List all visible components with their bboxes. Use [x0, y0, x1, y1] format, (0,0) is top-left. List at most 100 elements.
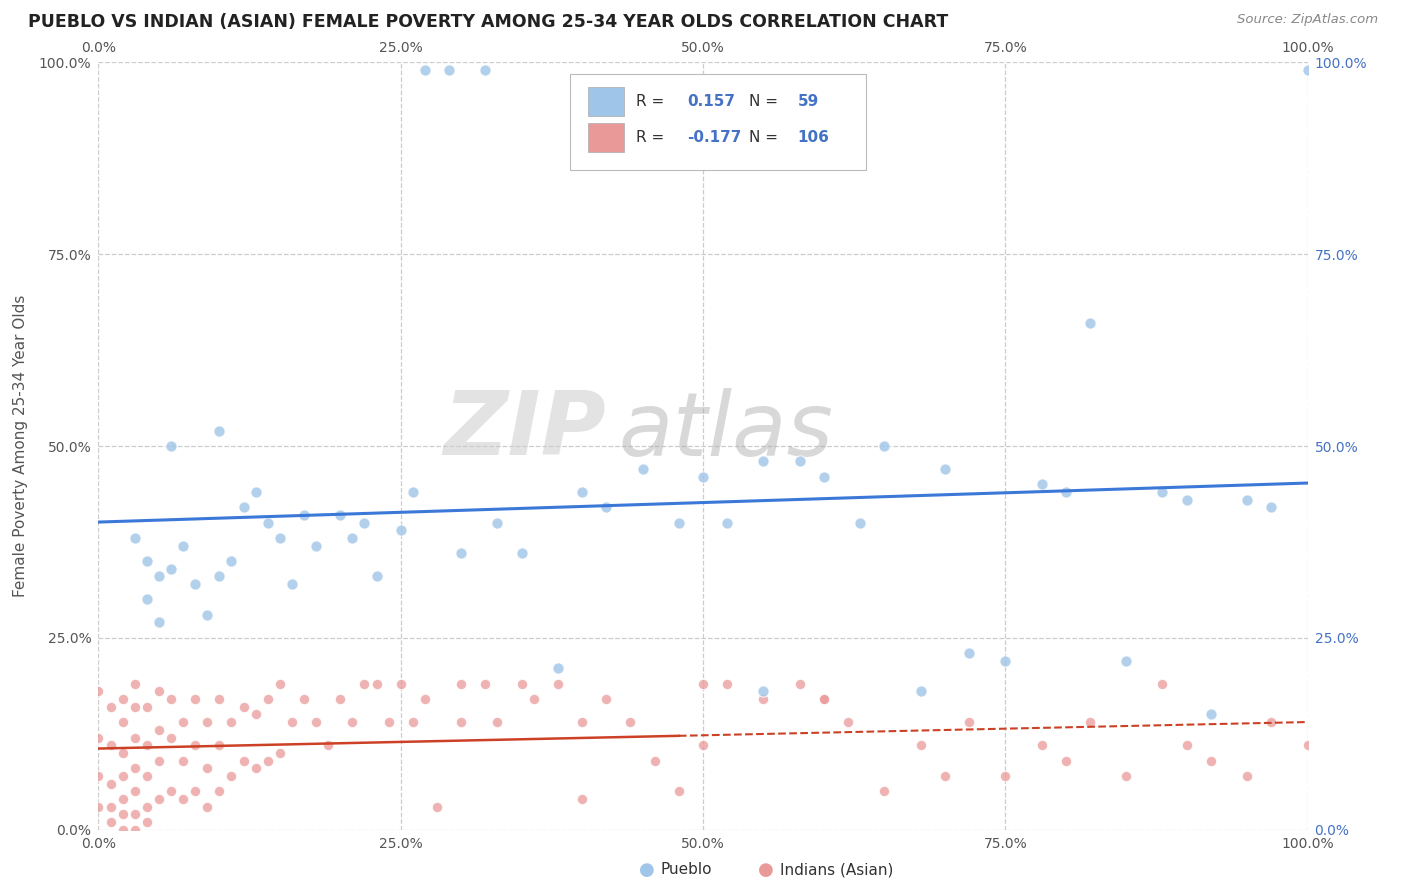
Point — [87, 684, 110, 698]
Point — [269, 531, 291, 545]
Point — [813, 692, 835, 706]
Point — [160, 784, 183, 798]
Point — [1296, 738, 1319, 752]
Point — [208, 692, 231, 706]
Point — [221, 715, 243, 730]
Point — [184, 692, 207, 706]
Point — [184, 784, 207, 798]
Point — [402, 715, 425, 730]
Text: ZIP: ZIP — [443, 387, 606, 475]
Point — [450, 715, 472, 730]
Point — [353, 516, 375, 530]
Point — [510, 677, 533, 691]
Point — [111, 715, 134, 730]
Point — [269, 677, 291, 691]
Point — [292, 508, 315, 522]
Point — [111, 746, 134, 760]
Point — [692, 738, 714, 752]
Point — [1031, 738, 1053, 752]
Point — [135, 738, 157, 752]
Point — [1115, 654, 1137, 668]
Point — [619, 715, 641, 730]
Point — [269, 746, 291, 760]
Point — [160, 562, 183, 576]
Point — [873, 784, 896, 798]
Text: ●: ● — [758, 861, 775, 879]
Point — [426, 799, 449, 814]
Point — [148, 754, 170, 768]
Point — [160, 731, 183, 745]
Point — [245, 707, 267, 722]
Point — [184, 738, 207, 752]
Point — [1260, 500, 1282, 515]
Text: atlas: atlas — [619, 388, 834, 474]
Point — [256, 754, 278, 768]
Point — [366, 569, 388, 583]
Point — [148, 615, 170, 630]
Point — [148, 792, 170, 806]
Point — [100, 776, 122, 790]
Point — [87, 731, 110, 745]
Point — [305, 539, 328, 553]
Point — [813, 469, 835, 483]
Point — [631, 462, 654, 476]
Point — [957, 715, 980, 730]
Point — [873, 439, 896, 453]
Point — [571, 792, 593, 806]
Point — [789, 677, 811, 691]
Text: 59: 59 — [797, 94, 818, 109]
Point — [692, 469, 714, 483]
Text: N =: N = — [749, 130, 783, 145]
Point — [148, 684, 170, 698]
Point — [523, 692, 546, 706]
Point — [413, 63, 436, 78]
Point — [316, 738, 339, 752]
Point — [256, 516, 278, 530]
Point — [1236, 769, 1258, 783]
Point — [668, 784, 690, 798]
Point — [692, 677, 714, 691]
Point — [994, 769, 1017, 783]
Point — [402, 485, 425, 500]
Point — [1152, 485, 1174, 500]
Point — [366, 677, 388, 691]
Point — [111, 792, 134, 806]
Point — [571, 715, 593, 730]
Point — [547, 677, 569, 691]
Point — [281, 715, 304, 730]
Point — [172, 715, 194, 730]
Point — [184, 577, 207, 591]
Point — [111, 769, 134, 783]
Point — [195, 607, 218, 622]
Text: N =: N = — [749, 94, 783, 109]
Point — [281, 577, 304, 591]
Point — [595, 500, 617, 515]
Point — [450, 677, 472, 691]
Point — [256, 692, 278, 706]
Point — [172, 792, 194, 806]
Point — [1199, 707, 1222, 722]
Point — [124, 822, 146, 837]
Point — [716, 516, 738, 530]
Point — [172, 539, 194, 553]
Point — [994, 654, 1017, 668]
Point — [160, 439, 183, 453]
Point — [1175, 492, 1198, 507]
Point — [910, 738, 932, 752]
Point — [716, 677, 738, 691]
Point — [474, 677, 496, 691]
Point — [389, 677, 412, 691]
Text: 0.157: 0.157 — [688, 94, 735, 109]
Point — [413, 692, 436, 706]
Point — [124, 531, 146, 545]
Text: PUEBLO VS INDIAN (ASIAN) FEMALE POVERTY AMONG 25-34 YEAR OLDS CORRELATION CHART: PUEBLO VS INDIAN (ASIAN) FEMALE POVERTY … — [28, 13, 949, 31]
Point — [353, 677, 375, 691]
Point — [195, 715, 218, 730]
Point — [1296, 63, 1319, 78]
Point — [135, 699, 157, 714]
Point — [547, 661, 569, 675]
FancyBboxPatch shape — [569, 74, 866, 169]
Point — [100, 799, 122, 814]
Point — [934, 769, 956, 783]
Point — [124, 784, 146, 798]
